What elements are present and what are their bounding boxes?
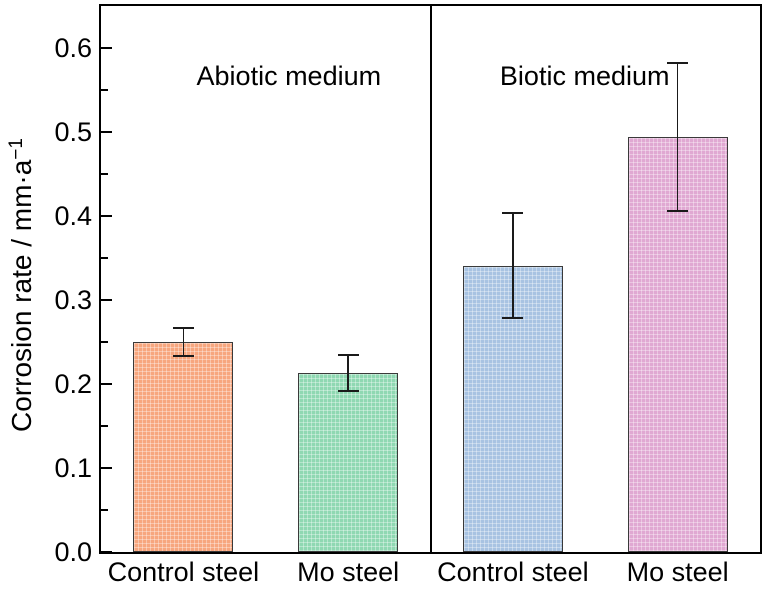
y-minor-tick bbox=[101, 341, 108, 343]
y-major-tick bbox=[101, 467, 112, 469]
error-bar-cap-top bbox=[502, 212, 524, 215]
y-major-tick bbox=[101, 551, 112, 553]
error-bar-cap-bottom bbox=[337, 389, 359, 392]
y-minor-tick bbox=[101, 257, 108, 259]
error-bar-abiotic-mo-steel bbox=[347, 355, 349, 391]
bar-abiotic-mo-steel bbox=[298, 373, 399, 552]
plot-area: Abiotic medium Biotic medium bbox=[99, 4, 762, 554]
error-bar-cap-top bbox=[172, 326, 194, 329]
y-major-tick bbox=[101, 131, 112, 133]
error-bar-cap-top bbox=[337, 354, 359, 357]
error-bar-biotic-mo-steel bbox=[676, 63, 679, 211]
error-bar-cap-bottom bbox=[172, 355, 194, 358]
y-tick-label: 0.0 bbox=[54, 537, 92, 567]
y-tick-label: 0.1 bbox=[54, 453, 92, 483]
error-bar-cap-top bbox=[667, 62, 689, 65]
group-label-biotic-medium: Biotic medium bbox=[499, 61, 670, 91]
y-major-tick bbox=[101, 383, 112, 385]
y-tick-label: 0.3 bbox=[54, 285, 92, 315]
y-tick-label: 0.2 bbox=[54, 369, 92, 399]
y-minor-tick bbox=[101, 509, 108, 511]
section-divider-line bbox=[429, 6, 432, 552]
y-major-tick bbox=[101, 47, 112, 49]
y-minor-tick bbox=[101, 173, 108, 175]
y-major-tick bbox=[101, 215, 112, 217]
x-tick-label-abiotic-mo-steel: Mo steel bbox=[297, 557, 400, 587]
y-minor-tick bbox=[101, 425, 108, 427]
y-major-tick bbox=[101, 299, 112, 301]
bar-abiotic-control-steel bbox=[133, 342, 234, 552]
x-tick-label-biotic-mo-steel: Mo steel bbox=[626, 557, 729, 587]
x-tick-label-biotic-control-steel: Control steel bbox=[437, 557, 589, 587]
error-bar-biotic-control-steel bbox=[512, 213, 514, 318]
error-bar-cap-bottom bbox=[667, 209, 689, 212]
group-label-abiotic-medium: Abiotic medium bbox=[196, 61, 382, 91]
error-bar-cap-bottom bbox=[502, 316, 524, 319]
y-tick-label: 0.5 bbox=[54, 117, 92, 147]
y-tick-label: 0.6 bbox=[54, 33, 92, 63]
y-tick-label: 0.4 bbox=[54, 201, 92, 231]
error-bar-abiotic-control-steel bbox=[182, 327, 185, 357]
y-minor-tick bbox=[101, 89, 108, 91]
x-tick-label-abiotic-control-steel: Control steel bbox=[107, 557, 260, 587]
